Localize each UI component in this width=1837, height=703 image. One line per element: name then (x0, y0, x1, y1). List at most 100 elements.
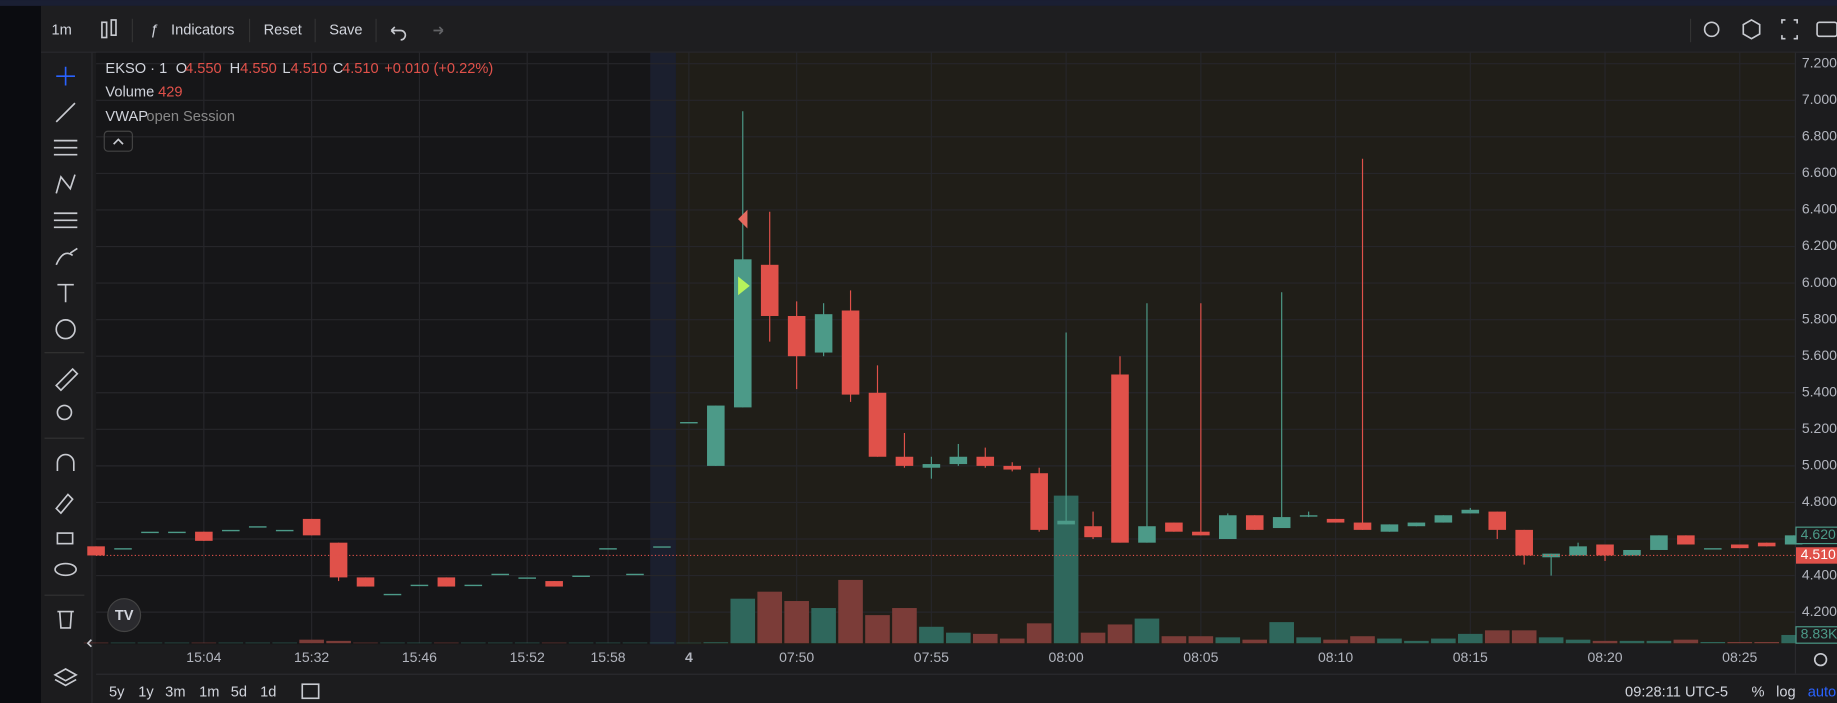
premarket-background (96, 52, 676, 645)
pattern-tool[interactable] (55, 174, 76, 194)
candle-body (329, 542, 348, 578)
indicators-button[interactable]: Indicators (171, 22, 234, 38)
volume-bar (1700, 642, 1726, 644)
drawing-mode-tool[interactable] (55, 493, 74, 515)
volume-bar (1350, 636, 1375, 644)
candle-body (949, 456, 968, 465)
candle-body (195, 531, 213, 541)
candle-body (1003, 465, 1022, 470)
candle-body (814, 314, 833, 353)
reset-button[interactable]: Reset (264, 22, 302, 38)
auto-toggle[interactable]: auto (1808, 684, 1836, 700)
candle-body (1192, 531, 1210, 536)
candle-icon[interactable] (110, 19, 117, 36)
sell-marker[interactable] (738, 209, 748, 229)
candle-body (895, 456, 914, 466)
candle-body (572, 575, 590, 577)
interval-button[interactable]: 1m (52, 22, 72, 38)
volume-bar (1080, 632, 1106, 644)
volume-bar (218, 642, 244, 644)
log-toggle[interactable]: log (1776, 684, 1796, 700)
price-label: 4.510 (1801, 546, 1836, 562)
volume-bar (1107, 624, 1133, 644)
candle-body (87, 546, 105, 556)
candle-body (626, 573, 644, 576)
collapse-legend[interactable] (103, 130, 133, 152)
save-button[interactable]: Save (329, 22, 362, 38)
fullscreen-icon[interactable] (1781, 19, 1798, 40)
delete-tool[interactable] (57, 610, 74, 629)
volume-bar (1026, 623, 1052, 644)
fx-icon[interactable]: ƒ (150, 22, 158, 38)
hide-tool[interactable] (54, 562, 77, 577)
magnet-tool[interactable] (56, 453, 75, 471)
x-tick-label: 08:20 (1587, 649, 1622, 665)
layers-tool[interactable] (53, 668, 78, 687)
range-button[interactable]: 1m (199, 684, 219, 700)
measure-tool[interactable] (55, 367, 79, 392)
candle-body (464, 584, 483, 587)
y-tick-label: 6.200 (1802, 237, 1837, 253)
x-tick-label: 15:46 (402, 649, 437, 665)
range-button[interactable]: 1d (260, 684, 276, 700)
volume-bar (1754, 642, 1780, 644)
volume-bar (1242, 639, 1268, 644)
buy-marker[interactable] (738, 276, 750, 296)
candle-body (1434, 515, 1453, 523)
candle-body (168, 531, 186, 534)
volume-bar (272, 642, 297, 644)
text-tool[interactable] (57, 283, 74, 303)
range-button[interactable]: 5d (231, 684, 247, 700)
alert-icon[interactable] (1703, 21, 1720, 38)
fib-tool[interactable] (53, 139, 78, 156)
candle-icon[interactable] (101, 21, 108, 39)
percent-toggle[interactable]: % (1751, 684, 1764, 700)
x-tick-label: 15:32 (294, 649, 329, 665)
line-tool[interactable] (55, 102, 76, 123)
forecast-tool[interactable] (53, 212, 78, 229)
crosshair-tool[interactable] (56, 66, 75, 86)
vwap-args: open Session (146, 109, 235, 125)
candle-body (248, 526, 267, 528)
candle-body (410, 584, 429, 587)
volume-bar (649, 642, 675, 644)
range-button[interactable]: 1y (138, 684, 154, 700)
lock-tool[interactable] (56, 532, 74, 545)
volume-bar (1404, 640, 1429, 644)
volume-bar (1646, 640, 1672, 644)
candle-body (787, 315, 806, 357)
x-tick-label: 08:10 (1318, 649, 1353, 665)
volume-bar (1188, 636, 1214, 644)
volume-bar (784, 601, 809, 644)
volume-label-box (1795, 626, 1837, 644)
axis-settings[interactable] (1813, 652, 1828, 667)
hide-toolbar[interactable] (86, 639, 92, 648)
settings-icon[interactable] (1742, 19, 1761, 40)
volume-bar (326, 640, 351, 644)
zoom-tool[interactable] (56, 404, 73, 421)
redo-icon[interactable] (433, 26, 444, 35)
logo[interactable] (107, 598, 142, 633)
y-tick-label: 5.400 (1802, 383, 1837, 399)
volume-bar (514, 642, 540, 644)
collapse-icon[interactable] (113, 138, 124, 145)
volume-bar (1619, 640, 1645, 644)
volume-bar (730, 598, 756, 644)
undo-icon[interactable] (390, 26, 407, 41)
emoji-tool[interactable] (55, 319, 76, 340)
volume-bar (999, 638, 1025, 644)
vwap-key: VWAP (105, 109, 148, 125)
candle-body (1730, 544, 1749, 549)
volume-bar (1161, 636, 1187, 644)
range-button[interactable]: 3m (165, 684, 185, 700)
candle-body (1407, 522, 1426, 527)
camera-icon[interactable] (1816, 21, 1837, 38)
date-range-icon[interactable] (301, 683, 320, 700)
volume-bar (1296, 637, 1321, 644)
range-button[interactable]: 5y (109, 684, 125, 700)
volume-label: 8.83K (1801, 626, 1837, 642)
volume-bar (1781, 634, 1806, 644)
volume-bar (1565, 639, 1591, 644)
brush-tool[interactable] (55, 247, 78, 266)
